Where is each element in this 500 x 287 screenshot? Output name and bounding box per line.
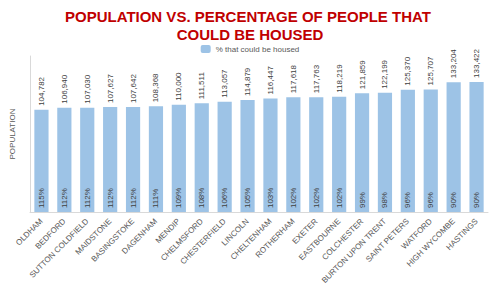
svg-text:ROTHERHAM: ROTHERHAM: [254, 217, 297, 260]
svg-text:EASTBOURNE: EASTBOURNE: [297, 216, 343, 263]
svg-text:108,368: 108,368: [151, 73, 160, 102]
svg-text:MENDIP: MENDIP: [153, 216, 182, 246]
svg-text:COLCHESTER: COLCHESTER: [320, 216, 366, 262]
svg-text:133,422: 133,422: [472, 48, 481, 77]
svg-text:BASINGSTOKE: BASINGSTOKE: [89, 216, 137, 264]
svg-text:BURTON UPON TRENT: BURTON UPON TRENT: [320, 216, 389, 285]
svg-text:122,199: 122,199: [380, 59, 389, 88]
svg-text:109%: 109%: [174, 188, 183, 208]
svg-text:90%: 90%: [472, 192, 481, 208]
svg-text:99%: 99%: [358, 192, 367, 208]
svg-text:125,707: 125,707: [426, 56, 435, 85]
svg-text:CHELTENHAM: CHELTENHAM: [228, 216, 274, 262]
svg-text:SUTTON COLDFIELD: SUTTON COLDFIELD: [27, 216, 91, 280]
svg-text:133,204: 133,204: [449, 49, 458, 78]
svg-text:WATFORD: WATFORD: [399, 216, 434, 252]
svg-text:MAIDSTONE: MAIDSTONE: [73, 216, 114, 257]
svg-text:112%: 112%: [60, 188, 69, 208]
svg-text:110,000: 110,000: [174, 72, 183, 101]
svg-text:108%: 108%: [197, 188, 206, 208]
svg-text:104,782: 104,782: [37, 76, 46, 105]
svg-text:118,219: 118,219: [335, 64, 344, 93]
svg-text:HIGH WYCOMBE: HIGH WYCOMBE: [405, 216, 457, 269]
svg-text:% that could be housed: % that could be housed: [216, 45, 300, 54]
svg-text:115%: 115%: [37, 188, 46, 208]
svg-text:102%: 102%: [335, 188, 344, 208]
svg-text:117,763: 117,763: [312, 64, 321, 93]
svg-text:103%: 103%: [266, 188, 275, 208]
svg-text:105%: 105%: [243, 188, 252, 208]
svg-text:DAGENHAM: DAGENHAM: [120, 217, 159, 256]
svg-text:125,370: 125,370: [403, 56, 412, 85]
svg-text:113,057: 113,057: [220, 69, 229, 98]
svg-text:117,618: 117,618: [289, 64, 298, 93]
svg-text:107,642: 107,642: [129, 74, 138, 103]
svg-text:116,447: 116,447: [266, 66, 275, 95]
svg-text:96%: 96%: [403, 192, 412, 208]
svg-text:CHESTERFIELD: CHESTERFIELD: [178, 216, 228, 267]
svg-text:CHELMSFORD: CHELMSFORD: [159, 216, 205, 263]
svg-text:HASTINGS: HASTINGS: [444, 217, 479, 252]
svg-text:96%: 96%: [426, 192, 435, 208]
svg-text:POPULATION VS. PERCENTAGE OF P: POPULATION VS. PERCENTAGE OF PEOPLE THAT: [65, 8, 435, 25]
svg-text:107,627: 107,627: [106, 74, 115, 103]
svg-text:LINCOLN: LINCOLN: [219, 216, 251, 248]
svg-text:111,511: 111,511: [197, 72, 206, 100]
svg-text:121,859: 121,859: [358, 60, 367, 89]
svg-text:98%: 98%: [380, 192, 389, 208]
svg-text:EXETER: EXETER: [290, 216, 320, 246]
svg-text:SAINT PETERS: SAINT PETERS: [364, 216, 411, 264]
svg-text:112%: 112%: [106, 188, 115, 208]
svg-text:112%: 112%: [83, 188, 92, 208]
svg-text:112%: 112%: [129, 188, 138, 208]
svg-text:102%: 102%: [312, 188, 321, 208]
svg-text:102%: 102%: [289, 188, 298, 208]
svg-text:106%: 106%: [220, 188, 229, 208]
svg-text:BEDFORD: BEDFORD: [33, 216, 68, 251]
svg-text:90%: 90%: [449, 192, 458, 208]
svg-text:POPULATION: POPULATION: [8, 108, 17, 159]
svg-text:106,940: 106,940: [60, 74, 69, 103]
svg-text:111%: 111%: [151, 189, 160, 208]
svg-text:114,879: 114,879: [243, 67, 252, 96]
svg-text:107,030: 107,030: [83, 74, 92, 103]
svg-text:COULD BE HOUSED: COULD BE HOUSED: [177, 26, 324, 43]
svg-text:OLDHAM: OLDHAM: [14, 216, 45, 248]
